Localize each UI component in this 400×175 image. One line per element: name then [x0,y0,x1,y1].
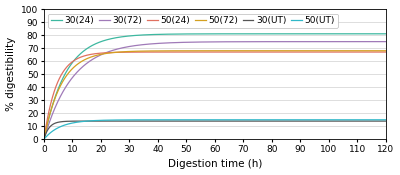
50(72) [42,138,46,140]
50(72) [276,50,281,52]
Line: 30(72): 30(72) [44,42,386,139]
50(72) [192,50,197,52]
50(UT) [76,121,81,123]
50(24) [384,51,388,53]
50(24) [314,51,319,53]
30(UT) [236,120,240,122]
30(UT) [180,120,185,122]
50(UT) [308,119,313,121]
30(72) [314,41,319,43]
50(UT) [314,119,319,121]
30(24) [384,33,388,35]
30(24) [42,138,46,140]
30(UT) [42,138,46,140]
30(24) [308,33,313,35]
50(72) [76,62,81,64]
30(72) [76,69,81,71]
30(UT) [277,120,282,122]
30(24) [76,54,81,56]
50(UT) [276,119,281,121]
50(72) [384,50,388,52]
50(72) [314,50,319,52]
50(UT) [192,119,197,121]
30(72) [276,41,281,43]
50(24) [192,51,197,53]
Y-axis label: % digestibility: % digestibility [6,37,16,111]
30(24) [192,33,197,35]
Legend: 30(24), 30(72), 50(24), 50(72), 30(UT), 50(UT): 30(24), 30(72), 50(24), 50(72), 30(UT), … [48,14,338,28]
50(24) [76,57,81,59]
30(UT) [384,120,388,122]
30(UT) [192,120,197,122]
30(24) [276,33,281,35]
30(72) [192,41,197,43]
50(24) [308,51,313,53]
30(UT) [308,120,313,122]
50(UT) [180,119,185,121]
30(24) [314,33,319,35]
30(24) [180,33,185,35]
50(72) [180,50,185,52]
Line: 50(72): 50(72) [44,51,386,139]
30(UT) [315,120,320,122]
30(72) [308,41,313,43]
30(UT) [76,120,81,122]
50(UT) [384,119,388,121]
30(72) [384,41,388,43]
Line: 30(24): 30(24) [44,34,386,139]
X-axis label: Digestion time (h): Digestion time (h) [168,159,262,169]
Line: 30(UT): 30(UT) [44,121,386,139]
30(72) [180,41,185,43]
50(24) [180,51,185,53]
50(72) [308,50,313,52]
Line: 50(24): 50(24) [44,52,386,139]
30(72) [42,138,46,140]
50(24) [276,51,281,53]
50(UT) [42,138,46,140]
50(24) [42,138,46,140]
Line: 50(UT): 50(UT) [44,120,386,139]
